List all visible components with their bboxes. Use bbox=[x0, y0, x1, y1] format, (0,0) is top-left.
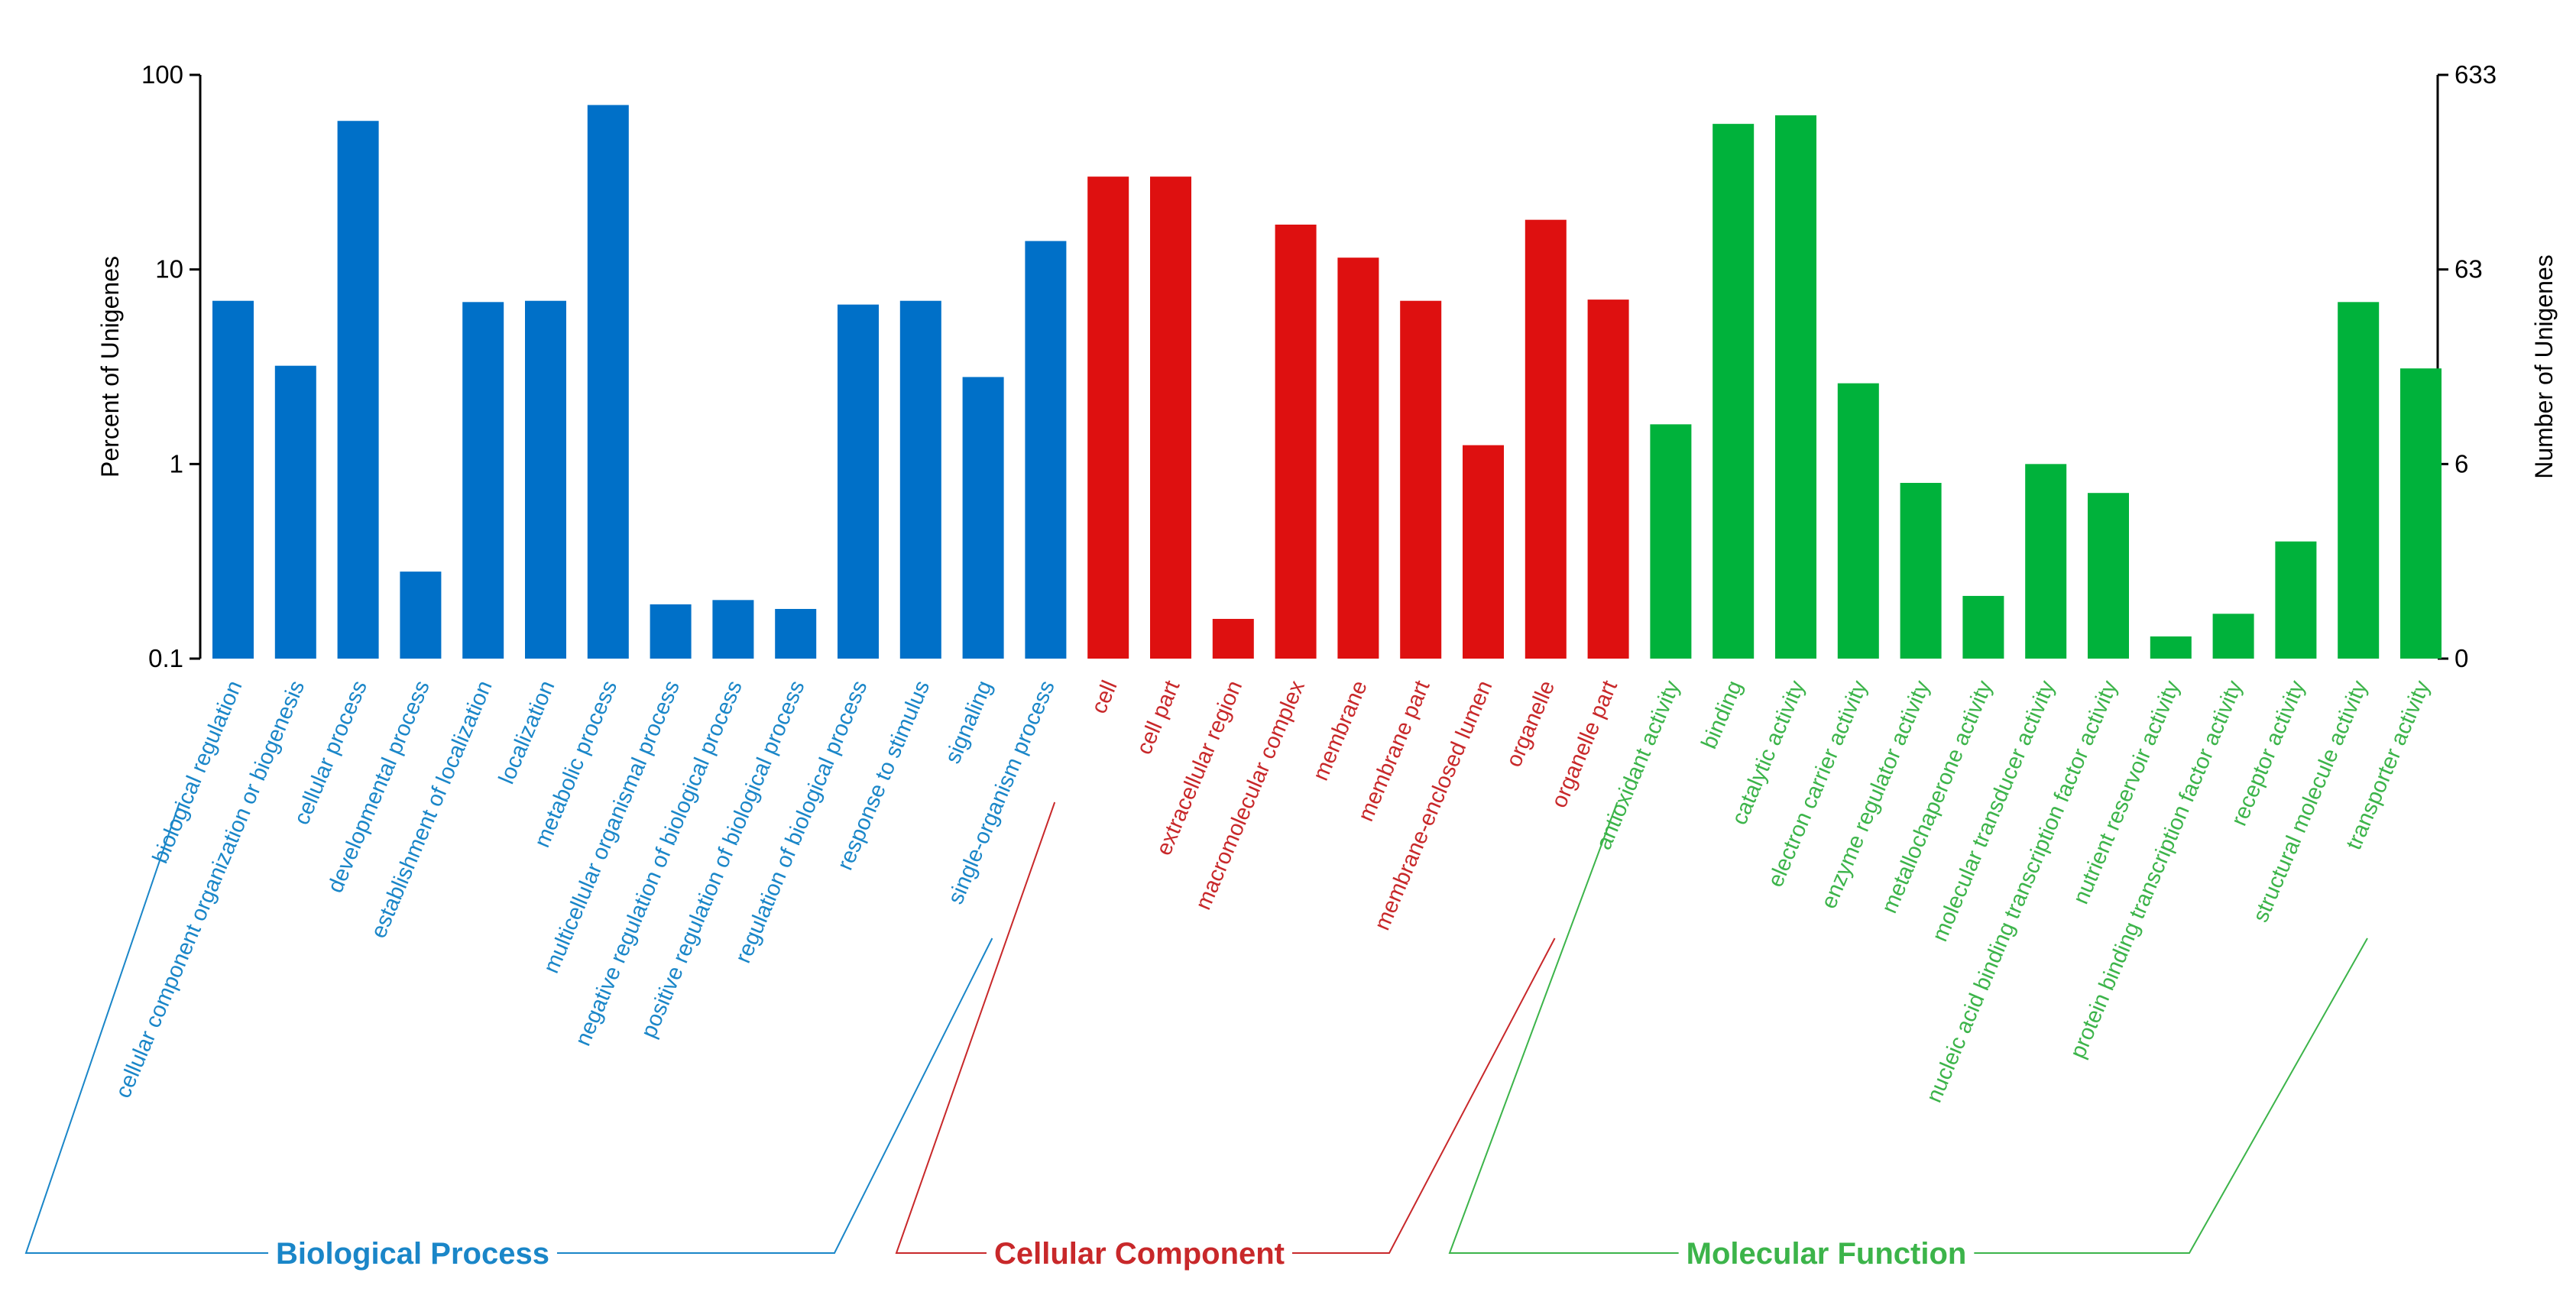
bar-cell-part bbox=[1150, 176, 1191, 659]
bar-cellular-process bbox=[337, 121, 379, 659]
bar-molecular-transducer-activity bbox=[2025, 464, 2067, 659]
group-label-background bbox=[268, 1237, 557, 1271]
bar-single-organism-process bbox=[1025, 241, 1067, 659]
right-tick-label: 633 bbox=[2454, 60, 2497, 89]
bar-antioxidant-activity bbox=[1650, 424, 1692, 659]
right-axis-title: Number of Unigenes bbox=[2530, 254, 2558, 478]
left-tick-label: 1 bbox=[170, 449, 183, 478]
group-label-molecular-function: Molecular Function bbox=[1687, 1237, 1967, 1271]
left-axis-title: Percent of Unigenes bbox=[96, 256, 124, 478]
left-tick-label: 0.1 bbox=[148, 644, 183, 672]
category-label-membrane-enclosed-lumen: membrane-enclosed lumen bbox=[1370, 677, 1498, 934]
bar-macromolecular-complex bbox=[1275, 224, 1317, 659]
bar-biological-regulation bbox=[212, 300, 254, 659]
category-label-cell: cell bbox=[1087, 677, 1122, 717]
bar-transporter-activity bbox=[2400, 368, 2442, 659]
bar-extracellular-region bbox=[1212, 619, 1254, 659]
category-label-establishment-of-localization: establishment of localization bbox=[366, 677, 497, 941]
bar-membrane bbox=[1337, 257, 1379, 659]
group-label-biological-process: Biological Process bbox=[276, 1237, 549, 1271]
category-label-binding: binding bbox=[1697, 677, 1748, 753]
category-label-signaling: signaling bbox=[941, 677, 997, 767]
bar-enzyme-regulator-activity bbox=[1900, 483, 1942, 659]
group-label-cellular-component: Cellular Component bbox=[994, 1237, 1285, 1271]
right-tick-label: 63 bbox=[2454, 255, 2483, 283]
bar-electron-carrier-activity bbox=[1837, 383, 1879, 659]
right-tick-label: 0 bbox=[2454, 644, 2468, 672]
bars bbox=[212, 105, 2442, 659]
category-label-localization: localization bbox=[494, 677, 560, 788]
bar-negative-regulation-of-biological-process bbox=[712, 600, 754, 659]
right-tick-label: 6 bbox=[2454, 449, 2468, 478]
category-label-molecular-transducer-activity: molecular transducer activity bbox=[1928, 677, 2060, 945]
category-label-membrane: membrane bbox=[1308, 677, 1372, 784]
category-label-macromolecular-complex: macromolecular complex bbox=[1191, 677, 1311, 914]
bar-localization bbox=[525, 300, 566, 659]
bar-multicellular-organismal-process bbox=[650, 604, 692, 659]
bar-structural-molecule-activity bbox=[2338, 302, 2380, 659]
left-tick-label: 100 bbox=[141, 60, 183, 89]
bar-receptor-activity bbox=[2275, 541, 2317, 659]
bar-cell bbox=[1087, 176, 1129, 659]
bar-establishment-of-localization bbox=[462, 302, 504, 659]
bar-response-to-stimulus bbox=[899, 300, 941, 659]
bar-regulation-of-biological-process bbox=[838, 304, 879, 659]
bar-signaling bbox=[962, 377, 1004, 659]
bar-nucleic-acid-binding-transcription-factor-activity bbox=[2088, 493, 2129, 659]
bar-protein-binding-transcription-factor-activity bbox=[2212, 614, 2254, 659]
left-tick-label: 10 bbox=[155, 255, 183, 283]
bar-developmental-process bbox=[400, 572, 442, 659]
bar-membrane-enclosed-lumen bbox=[1463, 445, 1504, 659]
category-label-metallochaperone-activity: metallochaperone activity bbox=[1878, 677, 1998, 917]
category-label-organelle: organelle bbox=[1502, 677, 1560, 770]
group-label-background bbox=[986, 1237, 1293, 1271]
bar-binding bbox=[1712, 124, 1755, 659]
bar-cellular-component-organization-or-biogenesis bbox=[274, 365, 316, 659]
bar-catalytic-activity bbox=[1775, 115, 1816, 659]
bar-metabolic-process bbox=[587, 105, 629, 659]
axes: 0.1 1 10 100 0 6 63 633 Percent of Unigenes Numbe… bbox=[96, 60, 2558, 672]
bar-metallochaperone-activity bbox=[1962, 595, 2004, 659]
category-label-cell-part: cell part bbox=[1132, 677, 1184, 758]
bar-organelle-part bbox=[1587, 300, 1629, 659]
bar-positive-regulation-of-biological-process bbox=[775, 608, 817, 659]
group-label-background bbox=[1678, 1237, 1975, 1271]
bar-nutrient-reservoir-activity bbox=[2150, 636, 2192, 659]
group-brackets: Biological Process Cellular Component Mole… bbox=[24, 801, 2368, 1271]
bar-membrane-part bbox=[1400, 300, 1442, 659]
category-label-organelle-part: organelle part bbox=[1547, 677, 1622, 811]
category-label-structural-molecule-activity: structural molecule activity bbox=[2248, 677, 2373, 926]
bar-organelle bbox=[1525, 219, 1567, 659]
